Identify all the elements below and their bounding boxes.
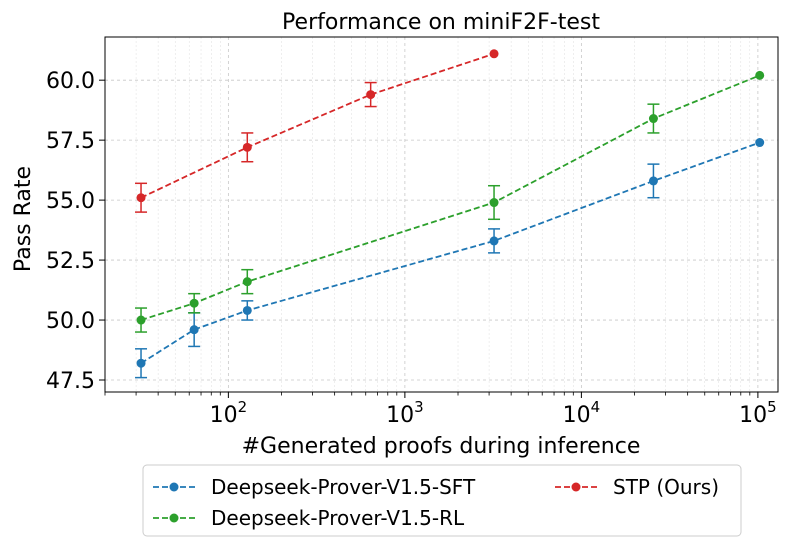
x-axis-label: #Generated proofs during inference [242, 434, 641, 459]
x-tick-label: 102 [210, 398, 248, 428]
x-tick-label: 103 [386, 398, 424, 428]
x-tick-label: 105 [739, 398, 777, 428]
data-point [648, 176, 658, 186]
series-0 [135, 138, 765, 379]
chart-title: Performance on miniF2F-test [282, 10, 600, 35]
data-point [489, 236, 499, 246]
plot-frame [104, 36, 779, 393]
grid [104, 37, 778, 392]
data-point [755, 138, 765, 148]
legend-label: Deepseek-Prover-V1.5-RL [211, 506, 465, 530]
data-point [189, 298, 199, 308]
data-point [366, 90, 376, 100]
legend-swatch-marker [169, 513, 179, 523]
x-tick-label: 104 [563, 398, 601, 428]
series-line [140, 141, 761, 364]
data-point [242, 142, 252, 152]
data-point [648, 114, 658, 124]
legend-box [142, 464, 742, 537]
series-line [140, 52, 495, 199]
legend-label: STP (Ours) [613, 475, 719, 499]
y-tick-label: 50.0 [46, 309, 95, 334]
legend-swatch-marker [571, 482, 581, 492]
data-point [489, 198, 499, 208]
data-point [136, 315, 146, 325]
data-point [489, 49, 499, 59]
legend: Deepseek-Prover-V1.5-SFT Deepseek-Prover-… [142, 464, 742, 537]
data-point [136, 358, 146, 368]
series-1 [135, 70, 765, 333]
data-point [242, 277, 252, 287]
legend-swatch-marker [169, 482, 179, 492]
series-2 [135, 49, 499, 213]
y-axis-label: Pass Rate [11, 166, 36, 272]
data-point [136, 193, 146, 203]
y-tick-label: 57.5 [46, 129, 95, 154]
y-tick-label: 47.5 [46, 369, 95, 394]
data-point [242, 305, 252, 315]
axes: 102 103 104 105 47.5 50.0 52.5 55.0 57.5 60.0 [46, 69, 777, 428]
y-tick-label: 60.0 [46, 69, 95, 94]
legend-label: Deepseek-Prover-V1.5-SFT [211, 475, 476, 499]
series-line [140, 74, 761, 321]
series-layer [135, 49, 765, 379]
data-point [755, 70, 765, 80]
y-tick-label: 52.5 [46, 249, 95, 274]
y-tick-label: 55.0 [46, 189, 95, 214]
data-point [189, 325, 199, 335]
